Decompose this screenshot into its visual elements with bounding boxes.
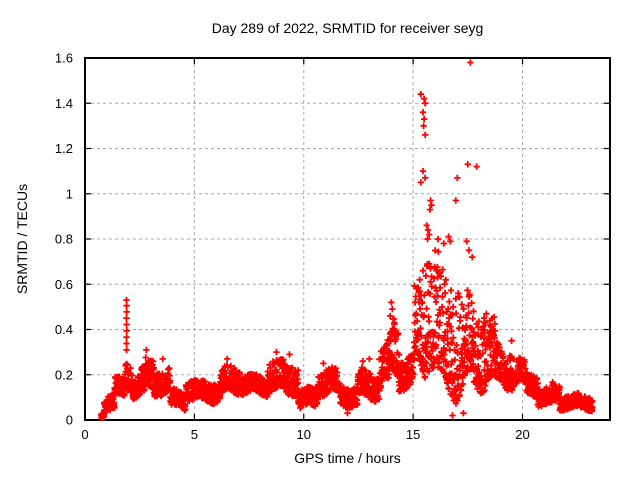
x-tick-label: 15 <box>406 427 420 442</box>
x-axis-title: GPS time / hours <box>294 450 401 466</box>
data-points-path <box>98 59 596 421</box>
y-tick-label: 1.4 <box>55 96 73 111</box>
x-tick-label: 20 <box>515 427 529 442</box>
x-tick-labels: 0 5 10 15 20 <box>81 427 529 442</box>
x-tick-label: 10 <box>297 427 311 442</box>
y-tick-label: 0 <box>66 413 73 428</box>
x-tick-label: 5 <box>191 427 198 442</box>
y-tick-label: 0.2 <box>55 367 73 382</box>
chart-title: Day 289 of 2022, SRMTID for receiver sey… <box>211 20 484 36</box>
y-tick-label: 0.4 <box>55 322 73 337</box>
y-tick-labels: 0 0.2 0.4 0.6 0.8 1 1.2 1.4 1.6 <box>55 51 73 428</box>
y-tick-label: 1.6 <box>55 51 73 66</box>
plot-border <box>84 57 611 421</box>
y-tick-label: 1.2 <box>55 141 73 156</box>
grid-lines <box>85 58 610 420</box>
y-tick-label: 0.8 <box>55 232 73 247</box>
y-tick-label: 0.6 <box>55 277 73 292</box>
y-tick-label: 1 <box>66 186 73 201</box>
x-tick-label: 0 <box>81 427 88 442</box>
